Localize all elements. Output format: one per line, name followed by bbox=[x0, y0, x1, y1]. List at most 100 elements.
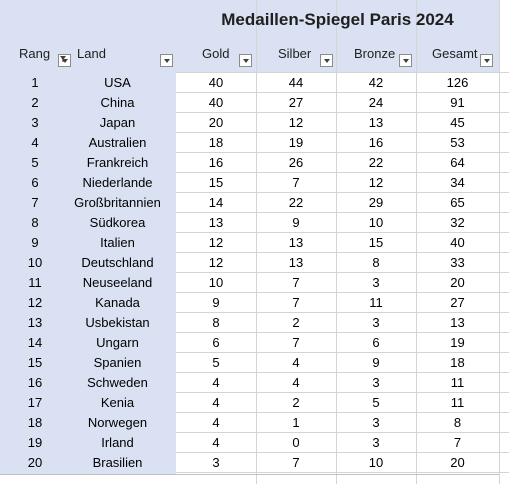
cell-land[interactable]: Norwegen bbox=[87, 415, 148, 430]
cell-gold[interactable]: 20 bbox=[208, 115, 224, 130]
filter-dropdown-icon[interactable] bbox=[160, 54, 173, 67]
cell-gold[interactable]: 4 bbox=[212, 375, 220, 390]
cell-silber[interactable]: 26 bbox=[288, 155, 304, 170]
cell-rang[interactable]: 17 bbox=[27, 395, 43, 410]
cell-land[interactable]: Italien bbox=[100, 235, 135, 250]
cell-bronze[interactable]: 29 bbox=[368, 195, 384, 210]
cell-land[interactable]: Australien bbox=[88, 135, 147, 150]
cell-silber[interactable]: 2 bbox=[292, 315, 300, 330]
cell-silber[interactable]: 27 bbox=[288, 95, 304, 110]
cell-silber[interactable]: 7 bbox=[292, 295, 300, 310]
cell-rang[interactable]: 12 bbox=[27, 295, 43, 310]
cell-gold[interactable]: 14 bbox=[208, 195, 224, 210]
cell-gesamt[interactable]: 32 bbox=[450, 215, 465, 230]
cell-silber[interactable]: 1 bbox=[292, 415, 300, 430]
cell-gold[interactable]: 12 bbox=[208, 235, 224, 250]
cell-gold[interactable]: 10 bbox=[208, 275, 224, 290]
cell-rang[interactable]: 4 bbox=[31, 135, 39, 150]
cell-land[interactable]: Südkorea bbox=[89, 215, 146, 230]
cell-land[interactable]: Japan bbox=[99, 115, 136, 130]
cell-bronze[interactable]: 10 bbox=[368, 215, 384, 230]
cell-land[interactable]: Schweden bbox=[87, 375, 148, 390]
cell-gesamt[interactable]: 53 bbox=[450, 135, 465, 150]
cell-silber[interactable]: 7 bbox=[292, 175, 300, 190]
cell-rang[interactable]: 16 bbox=[27, 375, 43, 390]
cell-gold[interactable]: 8 bbox=[212, 315, 220, 330]
cell-land[interactable]: Neuseeland bbox=[82, 275, 153, 290]
cell-bronze[interactable]: 16 bbox=[368, 135, 384, 150]
cell-land[interactable]: China bbox=[100, 95, 135, 110]
cell-rang[interactable]: 3 bbox=[31, 115, 39, 130]
cell-land[interactable]: Ungarn bbox=[96, 335, 139, 350]
cell-gesamt[interactable]: 27 bbox=[450, 295, 465, 310]
cell-silber[interactable]: 2 bbox=[292, 395, 300, 410]
cell-gold[interactable]: 4 bbox=[212, 435, 220, 450]
cell-land[interactable]: Frankreich bbox=[86, 155, 149, 170]
cell-gesamt[interactable]: 33 bbox=[450, 255, 465, 270]
cell-land[interactable]: Brasilien bbox=[92, 455, 143, 470]
cell-gesamt[interactable]: 13 bbox=[450, 315, 465, 330]
cell-gesamt[interactable]: 7 bbox=[453, 435, 462, 450]
cell-rang[interactable]: 11 bbox=[28, 275, 42, 290]
cell-rang[interactable]: 9 bbox=[31, 235, 39, 250]
cell-gesamt[interactable]: 20 bbox=[450, 455, 465, 470]
cell-bronze[interactable]: 42 bbox=[368, 75, 384, 90]
cell-land[interactable]: USA bbox=[104, 75, 131, 90]
cell-land[interactable]: Irland bbox=[101, 435, 134, 450]
cell-silber[interactable]: 9 bbox=[292, 215, 300, 230]
cell-silber[interactable]: 0 bbox=[292, 435, 300, 450]
cell-silber[interactable]: 4 bbox=[292, 375, 300, 390]
cell-gold[interactable]: 15 bbox=[208, 175, 224, 190]
cell-silber[interactable]: 4 bbox=[292, 355, 300, 370]
cell-silber[interactable]: 7 bbox=[292, 455, 300, 470]
cell-bronze[interactable]: 3 bbox=[372, 315, 380, 330]
cell-gold[interactable]: 3 bbox=[212, 455, 220, 470]
cell-rang[interactable]: 1 bbox=[31, 75, 39, 90]
cell-bronze[interactable]: 3 bbox=[372, 415, 380, 430]
cell-land[interactable]: Kenia bbox=[100, 395, 135, 410]
cell-gesamt[interactable]: 40 bbox=[450, 235, 465, 250]
cell-rang[interactable]: 2 bbox=[31, 95, 39, 110]
cell-silber[interactable]: 22 bbox=[288, 195, 304, 210]
cell-rang[interactable]: 5 bbox=[31, 155, 39, 170]
cell-silber[interactable]: 13 bbox=[288, 255, 304, 270]
cell-gold[interactable]: 16 bbox=[208, 155, 224, 170]
cell-gesamt[interactable]: 8 bbox=[453, 415, 462, 430]
cell-land[interactable]: Deutschland bbox=[81, 255, 154, 270]
cell-silber[interactable]: 44 bbox=[288, 75, 304, 90]
filter-dropdown-icon[interactable] bbox=[239, 54, 252, 67]
cell-bronze[interactable]: 24 bbox=[368, 95, 384, 110]
cell-rang[interactable]: 20 bbox=[27, 455, 43, 470]
cell-land[interactable]: Niederlande bbox=[82, 175, 153, 190]
cell-land[interactable]: Kanada bbox=[95, 295, 140, 310]
cell-bronze[interactable]: 3 bbox=[372, 435, 380, 450]
cell-gold[interactable]: 40 bbox=[208, 75, 224, 90]
cell-bronze[interactable]: 8 bbox=[372, 255, 380, 270]
filter-dropdown-icon[interactable] bbox=[480, 54, 493, 67]
cell-rang[interactable]: 10 bbox=[27, 255, 43, 270]
cell-bronze[interactable]: 5 bbox=[372, 395, 380, 410]
cell-bronze[interactable]: 3 bbox=[372, 275, 380, 290]
cell-gold[interactable]: 9 bbox=[212, 295, 220, 310]
cell-bronze[interactable]: 10 bbox=[368, 455, 384, 470]
cell-gesamt[interactable]: 65 bbox=[450, 195, 465, 210]
cell-bronze[interactable]: 6 bbox=[372, 335, 380, 350]
cell-silber[interactable]: 7 bbox=[292, 335, 300, 350]
cell-rang[interactable]: 15 bbox=[27, 355, 43, 370]
cell-bronze[interactable]: 15 bbox=[368, 235, 384, 250]
cell-silber[interactable]: 13 bbox=[288, 235, 304, 250]
cell-rang[interactable]: 13 bbox=[27, 315, 43, 330]
cell-gesamt[interactable]: 11 bbox=[450, 395, 465, 410]
cell-gold[interactable]: 5 bbox=[212, 355, 220, 370]
cell-silber[interactable]: 12 bbox=[288, 115, 304, 130]
cell-rang[interactable]: 14 bbox=[27, 335, 43, 350]
cell-land[interactable]: Großbritannien bbox=[74, 195, 161, 210]
cell-rang[interactable]: 6 bbox=[31, 175, 39, 190]
cell-silber[interactable]: 19 bbox=[288, 135, 304, 150]
filter-dropdown-icon[interactable] bbox=[399, 54, 412, 67]
cell-gesamt[interactable]: 19 bbox=[450, 335, 465, 350]
filter-dropdown-icon[interactable] bbox=[320, 54, 333, 67]
cell-gold[interactable]: 13 bbox=[208, 215, 224, 230]
cell-bronze[interactable]: 22 bbox=[368, 155, 384, 170]
cell-gold[interactable]: 4 bbox=[212, 395, 220, 410]
